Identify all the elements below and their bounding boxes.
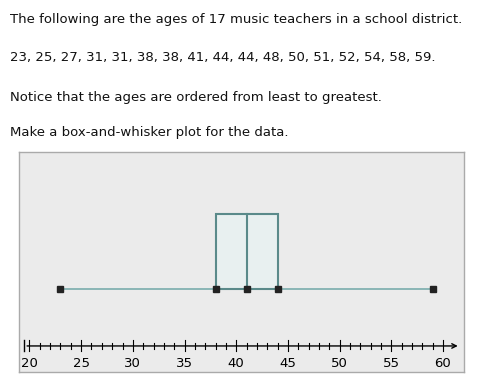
Text: 35: 35 <box>176 357 193 370</box>
Text: 50: 50 <box>331 357 348 370</box>
Text: 25: 25 <box>73 357 90 370</box>
Text: The following are the ages of 17 music teachers in a school district.: The following are the ages of 17 music t… <box>10 13 462 26</box>
Text: 55: 55 <box>383 357 400 370</box>
Bar <box>216 214 278 289</box>
Text: Notice that the ages are ordered from least to greatest.: Notice that the ages are ordered from le… <box>10 91 381 104</box>
Text: 45: 45 <box>280 357 296 370</box>
Text: 20: 20 <box>21 357 38 370</box>
Text: 23, 25, 27, 31, 31, 38, 38, 41, 44, 44, 48, 50, 51, 52, 54, 58, 59.: 23, 25, 27, 31, 31, 38, 38, 41, 44, 44, … <box>10 51 435 63</box>
Text: 60: 60 <box>435 357 451 370</box>
Text: 40: 40 <box>228 357 245 370</box>
Text: Make a box-and-whisker plot for the data.: Make a box-and-whisker plot for the data… <box>10 126 288 139</box>
Text: 30: 30 <box>124 357 141 370</box>
